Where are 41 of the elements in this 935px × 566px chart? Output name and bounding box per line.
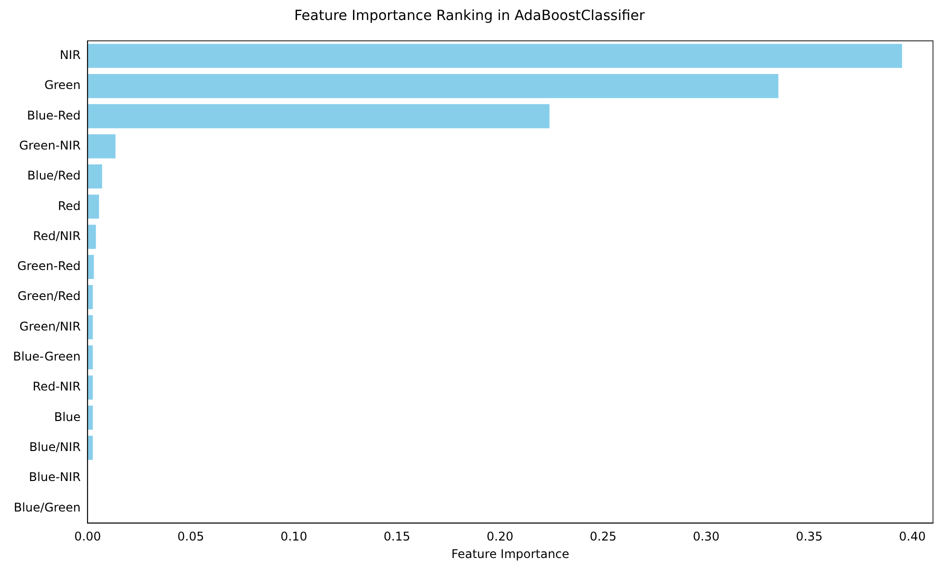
- y-tick-label: Red/NIR: [32, 228, 81, 243]
- y-tick-label: Blue/Red: [27, 168, 81, 183]
- x-tick-label: 0.30: [692, 530, 720, 544]
- y-tick-label: Blue/NIR: [29, 440, 81, 454]
- y-tick-label: Red-NIR: [32, 380, 81, 394]
- bar: [88, 104, 550, 128]
- y-tick-label: Green: [44, 78, 81, 92]
- y-tick-label: Green-NIR: [19, 138, 81, 152]
- bar: [88, 134, 116, 158]
- bar: [88, 224, 96, 249]
- y-tick-label: Green-Red: [17, 259, 81, 274]
- x-tick-label: 0.35: [796, 530, 823, 544]
- y-tick-label: Blue-Green: [12, 350, 81, 364]
- bar: [88, 164, 102, 189]
- x-tick-label: 0.20: [486, 530, 514, 544]
- y-tick-label: Blue/Green: [14, 500, 81, 514]
- y-tick-label: Blue: [54, 410, 81, 424]
- x-tick-label: 0.15: [384, 530, 410, 544]
- chart-title: Feature Importance Ranking in AdaBoostClassifier: [294, 8, 646, 24]
- bar: [88, 44, 902, 68]
- y-tick-label: Blue-Red: [26, 108, 81, 122]
- x-tick-label: 0.00: [74, 530, 102, 544]
- bar: [88, 194, 100, 219]
- bar: [88, 254, 94, 279]
- y-tick-label: NIR: [60, 48, 81, 62]
- bar: [88, 315, 93, 340]
- bar: [88, 345, 93, 370]
- y-tick-label: Green/NIR: [19, 319, 81, 334]
- bar: [88, 74, 778, 98]
- x-tick-label: 0.10: [280, 530, 308, 544]
- x-tick-label: 0.40: [899, 530, 926, 544]
- bar: [88, 436, 93, 460]
- y-tick-label: Green/Red: [17, 289, 81, 304]
- y-tick-label: Red: [58, 198, 81, 213]
- y-tick-label: Blue-NIR: [28, 470, 81, 484]
- bar: [88, 375, 93, 400]
- bar: [88, 285, 93, 310]
- x-tick-label: 0.05: [177, 530, 204, 544]
- x-tick-label: 0.25: [590, 530, 616, 544]
- x-axis-title: Feature Importance: [451, 546, 570, 561]
- bar: [88, 406, 93, 430]
